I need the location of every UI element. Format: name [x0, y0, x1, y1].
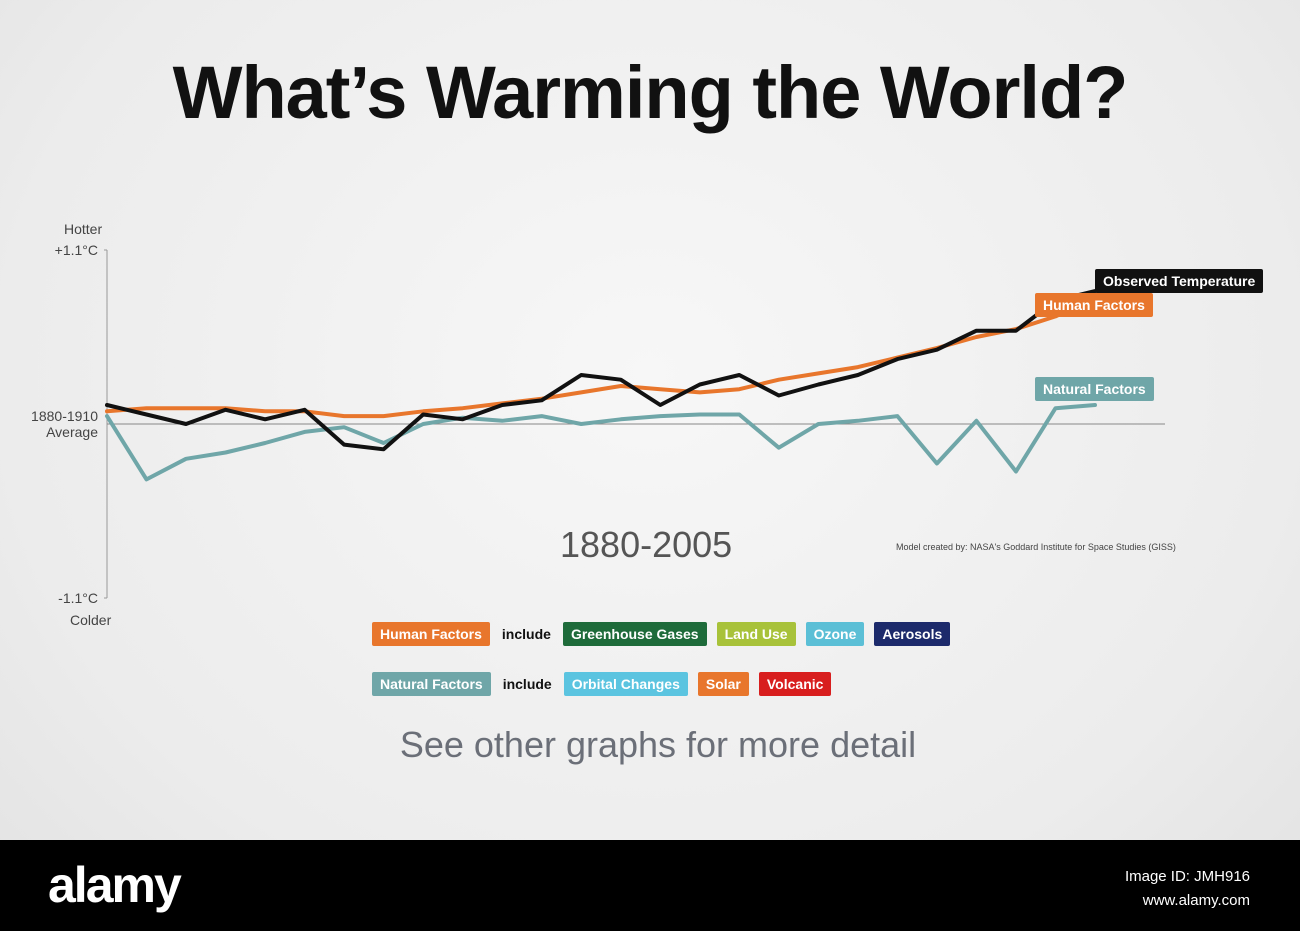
y-tick-label: +1.1°C [54, 242, 98, 258]
watermark-id: Image ID: JMH916 www.alamy.com [1125, 865, 1250, 913]
factor-chip: Land Use [716, 622, 796, 646]
factor-row: Natural Factors include Orbital Changes Sol… [372, 672, 832, 696]
legend-label: Observed Temperature [1095, 269, 1264, 294]
legend-label: Human Factors [1035, 293, 1153, 318]
series-line [105, 403, 1097, 482]
factor-chip: Aerosols [874, 622, 951, 646]
colder-label: Colder [70, 612, 112, 628]
legend-label: Natural Factors [1035, 377, 1154, 402]
y-tick-label: -1.1°C [58, 590, 98, 606]
factor-chip: Solar [697, 672, 749, 696]
factor-chip: Ozone [805, 622, 865, 646]
factor-chip: Orbital Changes [563, 672, 688, 696]
note: See other graphs for more detail [399, 724, 917, 765]
series-line [105, 295, 1097, 419]
hotter-label: Hotter [64, 221, 103, 237]
watermark-bar [0, 840, 1300, 931]
factor-chip: Volcanic [758, 672, 832, 696]
subtitle: 1880-2005 [560, 524, 733, 565]
factor-chip: Natural Factors [372, 672, 491, 696]
series-line [105, 289, 1097, 452]
include-label: include [501, 626, 551, 642]
factor-row: Human Factors include Greenhouse Gases Land… [372, 622, 951, 646]
image-id: Image ID: JMH916 [1124, 868, 1250, 885]
chart-title: What’s Warming the World? [172, 51, 1129, 134]
watermark-brand: alamy [48, 857, 182, 913]
y-tick-label: 1880-1910 Average [31, 408, 98, 440]
credit: Model created by: NASA's Goddard Institu… [896, 542, 1176, 552]
factor-chip: Human Factors [372, 622, 490, 646]
factor-chip: Greenhouse Gases [562, 622, 707, 646]
url: www.alamy.com [1142, 892, 1250, 909]
include-label: include [502, 676, 552, 692]
